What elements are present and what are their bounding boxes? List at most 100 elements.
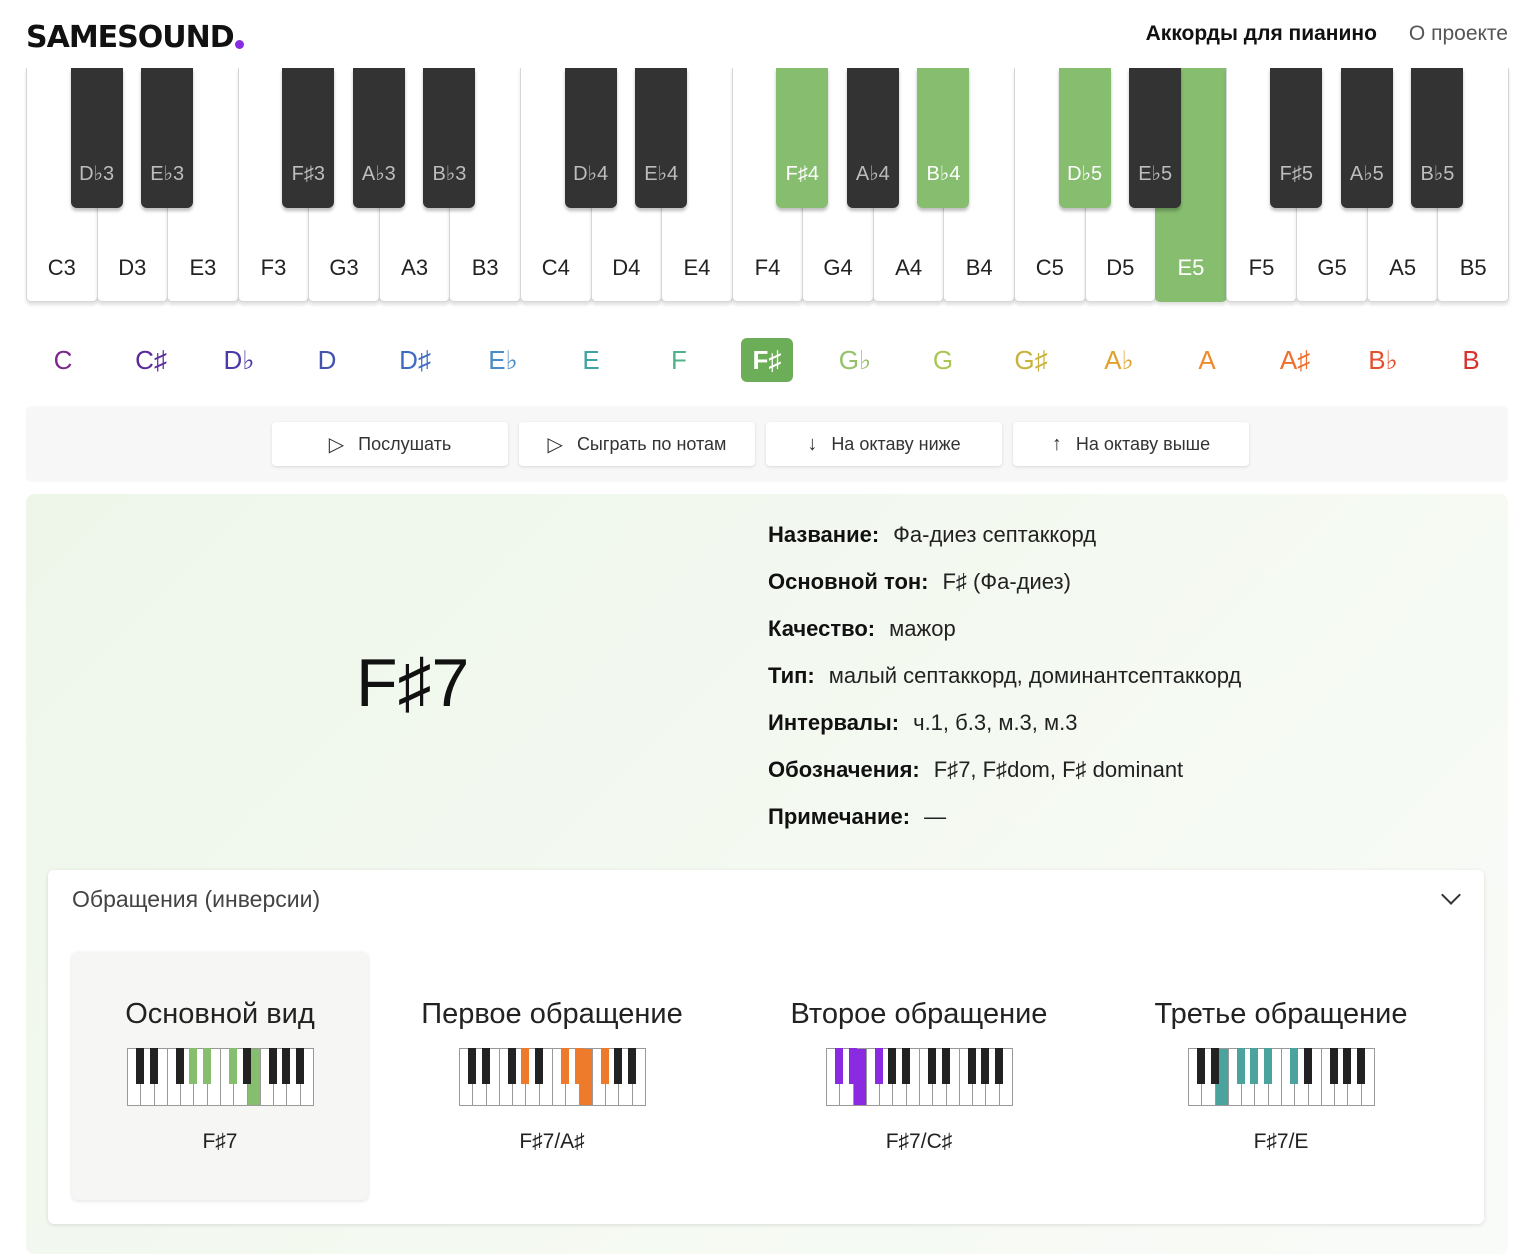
- black-key[interactable]: A♭5: [1340, 68, 1393, 208]
- mini-black-key: [176, 1048, 185, 1084]
- black-key-label: E♭3: [150, 163, 185, 185]
- chord-facts: Название: Фа-диез септаккорд Основной тон…: [768, 522, 1241, 851]
- white-key-label: G3: [329, 255, 359, 280]
- black-key[interactable]: E♭5: [1129, 68, 1182, 208]
- black-key-label: D♭4: [573, 163, 609, 185]
- play-notes-label: Сыграть по нотам: [576, 433, 727, 454]
- mini-black-key: [521, 1048, 530, 1084]
- nav-about[interactable]: О проекте: [1408, 22, 1508, 45]
- mini-black-key: [627, 1048, 636, 1084]
- octave-up-label: На октаву выше: [1075, 433, 1211, 454]
- black-key-label: A♭4: [855, 163, 890, 185]
- mini-black-key: [189, 1048, 198, 1084]
- note-option[interactable]: B♭: [1368, 345, 1398, 375]
- mini-black-key: [941, 1048, 950, 1084]
- note-option[interactable]: A: [1198, 345, 1216, 375]
- mini-piano: [127, 1048, 314, 1108]
- black-key[interactable]: A♭4: [846, 68, 899, 208]
- mini-black-key: [994, 1048, 1003, 1084]
- note-option[interactable]: A♭: [1104, 345, 1134, 375]
- mini-black-key: [1197, 1048, 1206, 1084]
- mini-black-key: [601, 1048, 610, 1084]
- inversion-option[interactable]: Третье обращение F♯7/E: [1133, 952, 1429, 1200]
- fact-intervals: Интервалы: ч.1, б.3, м.3, м.3: [768, 710, 1078, 735]
- black-key-label: D♭3: [79, 163, 115, 185]
- note-option[interactable]: F: [671, 345, 687, 375]
- black-key[interactable]: E♭4: [635, 68, 688, 208]
- white-key-label: C3: [47, 255, 76, 280]
- white-key-label: G5: [1317, 255, 1347, 280]
- white-key-label: B3: [471, 255, 499, 280]
- mini-black-key: [534, 1048, 543, 1084]
- note-option[interactable]: B: [1462, 345, 1480, 375]
- black-key[interactable]: B♭4: [917, 68, 970, 208]
- note-option[interactable]: E♭: [488, 345, 518, 375]
- black-key-label: E♭4: [644, 163, 679, 185]
- black-key-label: B♭5: [1420, 163, 1455, 185]
- white-key-label: B5: [1459, 255, 1487, 280]
- note-option[interactable]: D♯: [399, 345, 431, 375]
- mini-black-key: [136, 1048, 145, 1084]
- playback-controls: ▷ Послушать ▷ Сыграть по нотам ↓ На окта…: [26, 406, 1508, 482]
- listen-button[interactable]: ▷ Послушать: [272, 422, 508, 466]
- black-key[interactable]: D♭4: [564, 68, 617, 208]
- inversion-option[interactable]: Второе обращение F♯7/C♯: [771, 952, 1067, 1200]
- inversions-title[interactable]: Обращения (инверсии): [72, 886, 321, 912]
- black-key-label: B♭4: [926, 163, 961, 185]
- fact-quality: Качество: мажор: [768, 616, 956, 641]
- mini-black-key: [1237, 1048, 1246, 1084]
- mini-black-key: [1356, 1048, 1365, 1084]
- black-key[interactable]: A♭3: [352, 68, 405, 208]
- note-option[interactable]: D♭: [223, 345, 255, 375]
- black-key-label: F♯5: [1279, 163, 1313, 185]
- black-key-label: D♭5: [1067, 163, 1103, 185]
- fact-note: Примечание: —: [768, 804, 947, 829]
- mini-black-key: [1250, 1048, 1259, 1084]
- piano-keyboard: C3 D3 E3 F3 G3 A3 B3 C4 D4 E4 F4 G4 A4 B4 C5 D5 E5 F5 G5 A5…: [26, 68, 1509, 304]
- play-notes-button[interactable]: ▷ Сыграть по нотам: [519, 422, 755, 466]
- inversion-chord-label: F♯7: [202, 1130, 238, 1153]
- inversion-option[interactable]: Первое обращение F♯7/A♯: [404, 952, 700, 1200]
- black-key[interactable]: B♭3: [423, 68, 476, 208]
- note-option[interactable]: G♭: [838, 345, 872, 375]
- white-key-label: E5: [1177, 255, 1205, 280]
- black-key-label: A♭5: [1349, 163, 1384, 185]
- black-key[interactable]: D♭3: [70, 68, 123, 208]
- nav-piano-chords[interactable]: Аккорды для пианино: [1145, 22, 1377, 45]
- logo[interactable]: SAMESOUND: [26, 20, 244, 55]
- note-option[interactable]: C: [53, 345, 73, 375]
- listen-label: Послушать: [358, 433, 452, 454]
- note-option[interactable]: E: [582, 345, 600, 375]
- white-key-label: F4: [754, 255, 781, 280]
- inversion-name: Первое обращение: [421, 998, 683, 1030]
- mini-black-key: [269, 1048, 278, 1084]
- black-key[interactable]: F♯4: [776, 68, 829, 208]
- note-option[interactable]: D: [317, 345, 337, 375]
- note-option[interactable]: G: [932, 345, 954, 375]
- note-option[interactable]: G♯: [1014, 345, 1048, 375]
- inversion-name: Третье обращение: [1154, 998, 1408, 1030]
- octave-up-button[interactable]: ↑ На октаву выше: [1013, 422, 1249, 466]
- black-key[interactable]: F♯5: [1270, 68, 1323, 208]
- root-note-selector: C C♯ D♭ D D♯ E♭ E F F♯ G♭ G G♯ A♭ A A♯ B♭ B: [0, 338, 1536, 382]
- black-key[interactable]: F♯3: [282, 68, 335, 208]
- mini-black-key: [561, 1048, 570, 1084]
- chevron-down-icon[interactable]: [1441, 885, 1461, 905]
- inversion-name: Основной вид: [125, 998, 315, 1030]
- note-option[interactable]: F♯: [741, 338, 793, 382]
- white-key-label: A4: [895, 255, 923, 280]
- mini-black-key: [888, 1048, 897, 1084]
- white-key-label: D3: [118, 255, 147, 280]
- mini-black-key: [901, 1048, 910, 1084]
- inversion-chord-label: F♯7/C♯: [885, 1130, 953, 1153]
- black-key[interactable]: B♭5: [1411, 68, 1464, 208]
- note-option[interactable]: C♯: [135, 345, 167, 375]
- note-option[interactable]: A♯: [1279, 345, 1311, 375]
- octave-down-button[interactable]: ↓ На октаву ниже: [766, 422, 1002, 466]
- black-key[interactable]: D♭5: [1058, 68, 1111, 208]
- play-icon: ▷: [328, 433, 345, 456]
- white-key-label: F5: [1248, 255, 1275, 280]
- black-key[interactable]: E♭3: [141, 68, 194, 208]
- white-key-label: D5: [1106, 255, 1135, 280]
- inversion-option[interactable]: Основной вид F♯7: [72, 952, 368, 1200]
